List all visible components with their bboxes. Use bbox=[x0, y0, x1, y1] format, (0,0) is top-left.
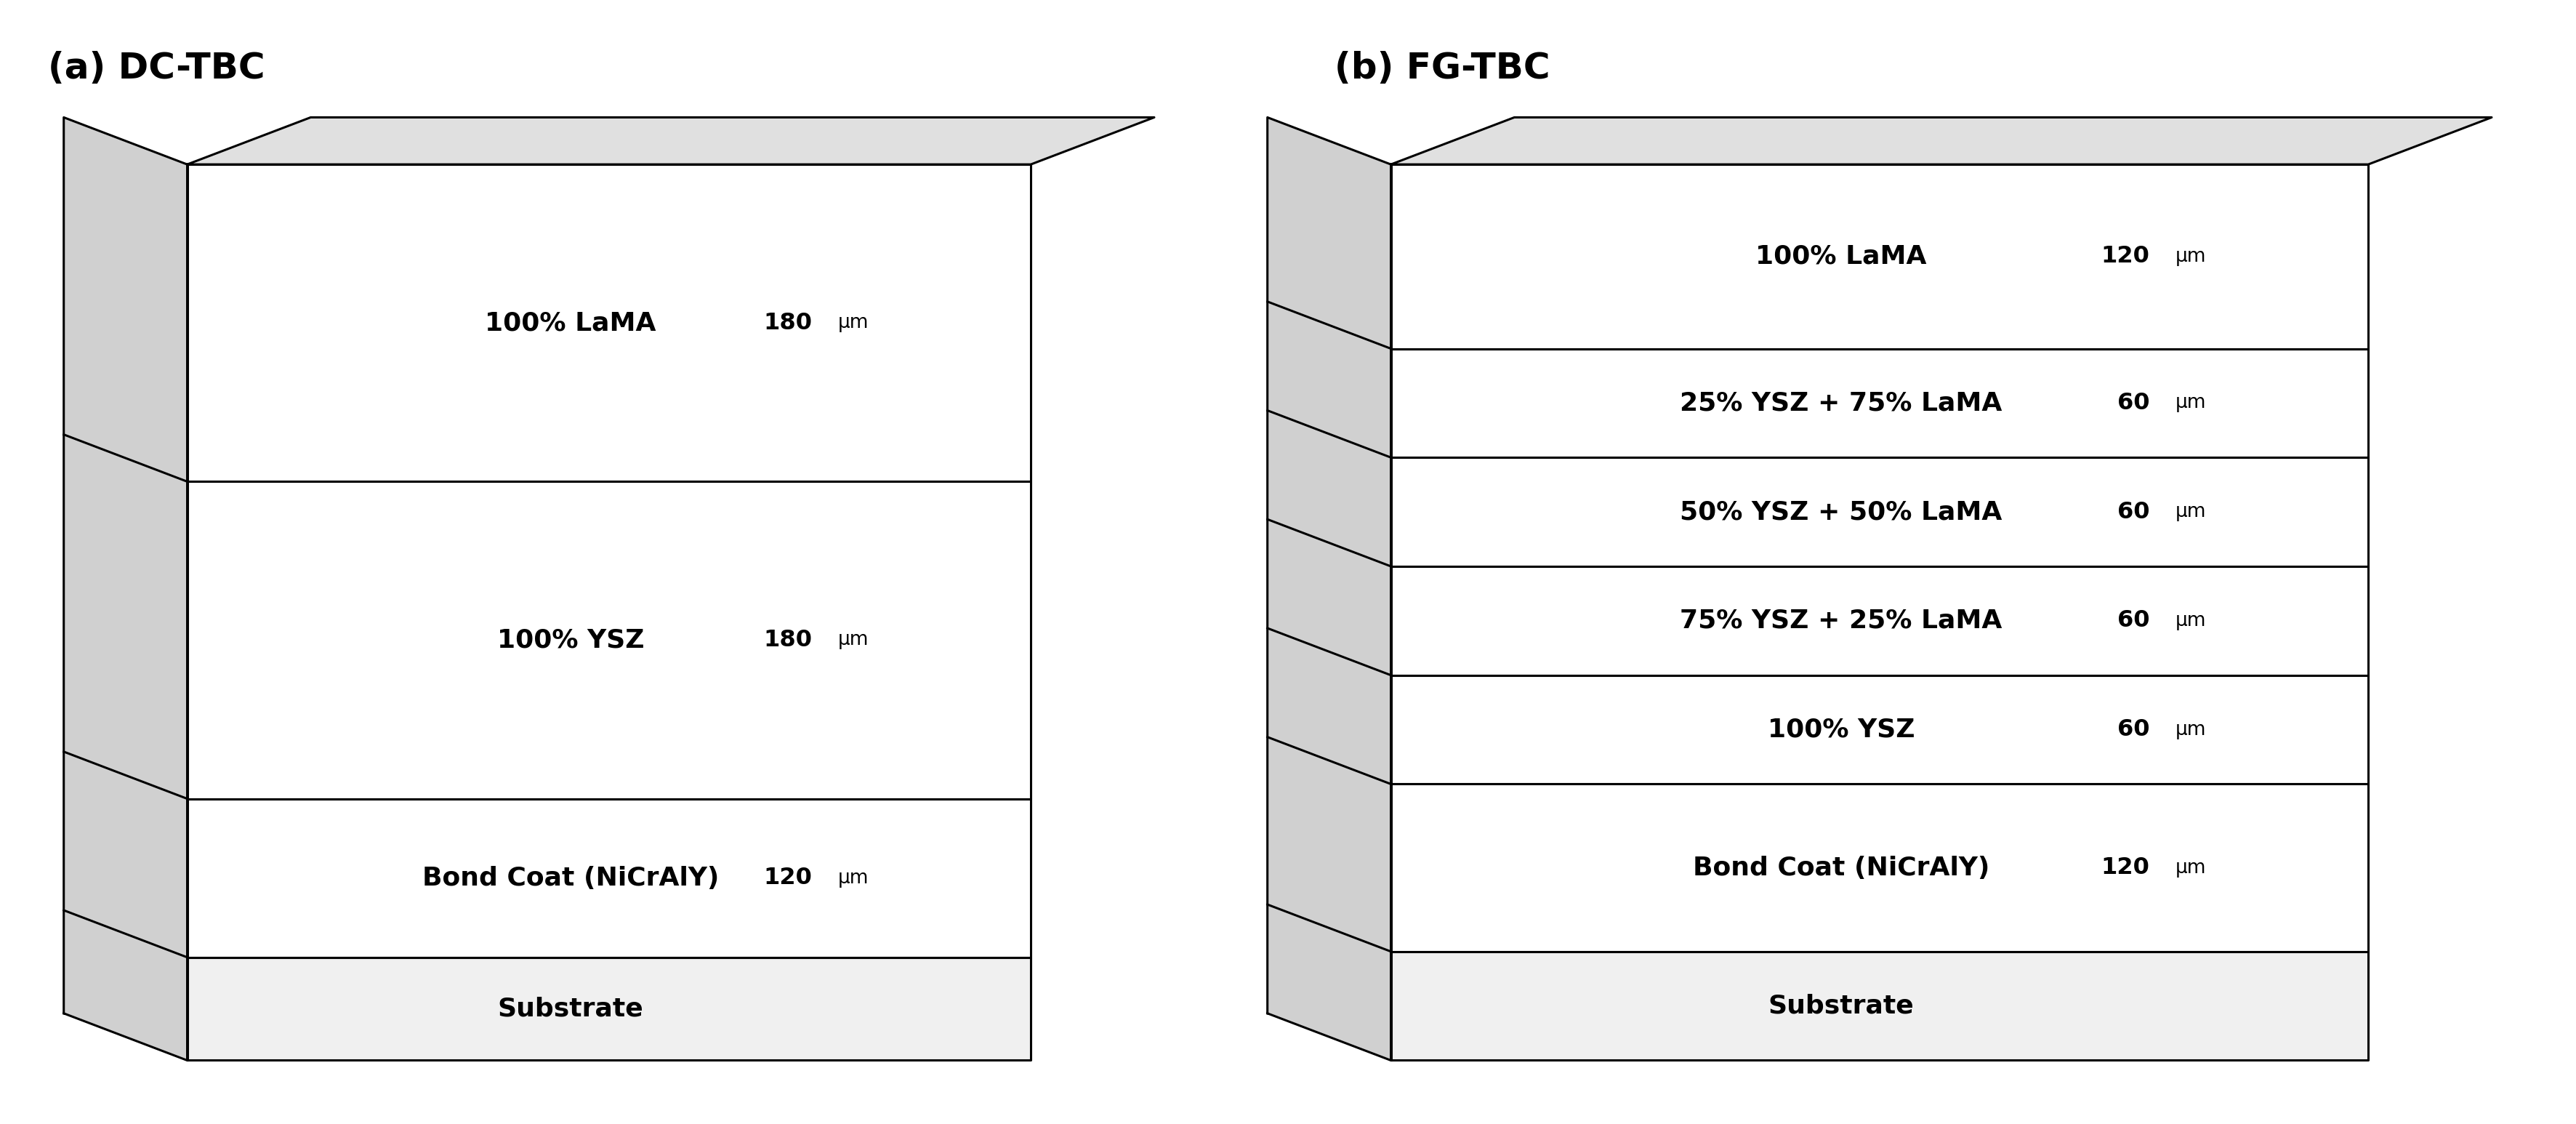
Polygon shape bbox=[1391, 348, 2367, 457]
Polygon shape bbox=[188, 958, 1030, 1060]
Text: μm: μm bbox=[837, 631, 868, 650]
Text: μm: μm bbox=[837, 869, 868, 888]
Text: 100% YSZ: 100% YSZ bbox=[497, 628, 644, 653]
Text: 120: 120 bbox=[762, 867, 811, 889]
Polygon shape bbox=[1391, 566, 2367, 676]
Text: μm: μm bbox=[2174, 611, 2205, 631]
Text: 60: 60 bbox=[2117, 609, 2148, 632]
Text: Substrate: Substrate bbox=[497, 997, 644, 1022]
Polygon shape bbox=[188, 481, 1030, 799]
Text: 180: 180 bbox=[762, 629, 811, 652]
Polygon shape bbox=[1391, 117, 2491, 164]
Text: 120: 120 bbox=[2102, 856, 2148, 879]
Text: μm: μm bbox=[2174, 859, 2205, 877]
Text: Bond Coat (NiCrAlY): Bond Coat (NiCrAlY) bbox=[422, 865, 719, 890]
Text: 50% YSZ + 50% LaMA: 50% YSZ + 50% LaMA bbox=[1680, 499, 2002, 524]
Text: (b) FG-TBC: (b) FG-TBC bbox=[1334, 51, 1551, 87]
Text: 180: 180 bbox=[762, 311, 811, 334]
Text: 25% YSZ + 75% LaMA: 25% YSZ + 75% LaMA bbox=[1680, 391, 2002, 416]
Text: 100% LaMA: 100% LaMA bbox=[484, 310, 657, 335]
Text: Substrate: Substrate bbox=[1767, 994, 1914, 1018]
Polygon shape bbox=[1391, 676, 2367, 785]
Polygon shape bbox=[1391, 785, 2367, 952]
Text: 60: 60 bbox=[2117, 500, 2148, 523]
Polygon shape bbox=[1391, 457, 2367, 566]
Text: 100% YSZ: 100% YSZ bbox=[1767, 717, 1914, 742]
Polygon shape bbox=[188, 117, 1154, 164]
Text: (a) DC-TBC: (a) DC-TBC bbox=[49, 51, 265, 87]
Text: μm: μm bbox=[2174, 720, 2205, 740]
Polygon shape bbox=[1391, 164, 2367, 348]
Text: μm: μm bbox=[837, 314, 868, 333]
Text: 100% LaMA: 100% LaMA bbox=[1754, 244, 1927, 269]
Text: Bond Coat (NiCrAlY): Bond Coat (NiCrAlY) bbox=[1692, 855, 1989, 880]
Polygon shape bbox=[64, 117, 188, 1060]
Polygon shape bbox=[1391, 952, 2367, 1060]
Text: 60: 60 bbox=[2117, 718, 2148, 741]
Polygon shape bbox=[188, 799, 1030, 958]
Text: μm: μm bbox=[2174, 393, 2205, 413]
Text: 120: 120 bbox=[2102, 245, 2148, 268]
Text: μm: μm bbox=[2174, 502, 2205, 522]
Text: μm: μm bbox=[2174, 247, 2205, 266]
Text: 60: 60 bbox=[2117, 392, 2148, 415]
Polygon shape bbox=[188, 164, 1030, 481]
Polygon shape bbox=[1267, 117, 1391, 1060]
Text: 75% YSZ + 25% LaMA: 75% YSZ + 25% LaMA bbox=[1680, 608, 2002, 633]
